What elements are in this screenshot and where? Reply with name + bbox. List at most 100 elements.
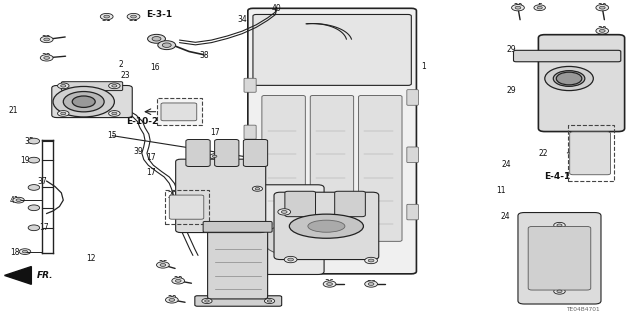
Text: 38: 38 xyxy=(199,51,209,60)
Text: E-3-1: E-3-1 xyxy=(146,11,172,19)
FancyBboxPatch shape xyxy=(570,132,611,175)
Text: 4: 4 xyxy=(541,294,546,303)
FancyBboxPatch shape xyxy=(407,204,419,220)
FancyBboxPatch shape xyxy=(195,296,282,306)
Circle shape xyxy=(28,138,40,144)
FancyBboxPatch shape xyxy=(513,50,621,62)
Circle shape xyxy=(264,299,275,304)
FancyBboxPatch shape xyxy=(244,78,256,92)
Text: 31: 31 xyxy=(102,14,111,23)
Circle shape xyxy=(323,281,336,287)
Circle shape xyxy=(596,28,609,34)
Circle shape xyxy=(537,6,542,9)
Text: 24: 24 xyxy=(500,211,510,220)
Circle shape xyxy=(152,37,161,41)
Text: 17: 17 xyxy=(39,223,49,232)
Ellipse shape xyxy=(289,214,364,238)
Text: 23: 23 xyxy=(120,71,130,80)
FancyBboxPatch shape xyxy=(52,85,132,118)
Text: 19: 19 xyxy=(20,156,30,165)
FancyBboxPatch shape xyxy=(224,185,324,274)
FancyBboxPatch shape xyxy=(61,82,123,91)
Circle shape xyxy=(172,278,184,284)
Text: 21: 21 xyxy=(9,106,18,115)
Circle shape xyxy=(44,56,49,59)
Text: 39: 39 xyxy=(133,147,143,156)
FancyBboxPatch shape xyxy=(253,14,412,85)
Text: 35: 35 xyxy=(253,184,262,193)
Circle shape xyxy=(252,186,262,191)
Circle shape xyxy=(554,288,565,294)
Circle shape xyxy=(282,211,287,213)
Circle shape xyxy=(554,222,565,228)
Text: 36: 36 xyxy=(366,279,376,288)
Bar xyxy=(157,98,202,125)
Text: 32: 32 xyxy=(42,53,51,62)
Circle shape xyxy=(175,279,181,282)
Circle shape xyxy=(44,38,49,41)
Circle shape xyxy=(112,85,117,87)
FancyBboxPatch shape xyxy=(262,95,305,241)
Text: 24: 24 xyxy=(502,160,511,169)
Text: 24: 24 xyxy=(582,242,592,251)
Circle shape xyxy=(534,5,545,11)
Circle shape xyxy=(365,281,378,287)
Text: 2: 2 xyxy=(118,60,123,69)
Text: 30: 30 xyxy=(597,3,607,12)
Text: 32: 32 xyxy=(42,35,51,44)
Text: 20: 20 xyxy=(167,190,177,200)
Text: 29: 29 xyxy=(507,86,516,95)
Text: 31: 31 xyxy=(129,14,138,23)
Text: 22: 22 xyxy=(539,149,548,158)
Text: 41: 41 xyxy=(10,196,20,205)
FancyBboxPatch shape xyxy=(407,147,419,163)
Circle shape xyxy=(557,290,562,293)
Circle shape xyxy=(202,299,212,304)
FancyBboxPatch shape xyxy=(528,226,591,290)
Circle shape xyxy=(557,224,562,226)
Text: 28: 28 xyxy=(173,276,183,285)
Polygon shape xyxy=(4,267,31,284)
Text: 28: 28 xyxy=(167,295,177,304)
Circle shape xyxy=(326,283,332,286)
Circle shape xyxy=(205,300,209,302)
Circle shape xyxy=(109,83,120,89)
Circle shape xyxy=(157,262,170,268)
Circle shape xyxy=(109,111,120,116)
Circle shape xyxy=(28,157,40,163)
Text: 17: 17 xyxy=(210,128,220,137)
Circle shape xyxy=(40,55,53,61)
Text: 33: 33 xyxy=(353,211,363,220)
Circle shape xyxy=(148,34,166,43)
Circle shape xyxy=(53,86,115,117)
Circle shape xyxy=(212,155,217,158)
Circle shape xyxy=(368,283,374,286)
FancyBboxPatch shape xyxy=(248,8,417,274)
FancyBboxPatch shape xyxy=(161,103,196,121)
Circle shape xyxy=(127,13,140,20)
FancyBboxPatch shape xyxy=(335,191,365,217)
Circle shape xyxy=(131,15,136,18)
Text: TE04B4701: TE04B4701 xyxy=(566,307,600,312)
Circle shape xyxy=(288,258,294,261)
Circle shape xyxy=(554,71,585,86)
Text: 25: 25 xyxy=(158,260,168,270)
Text: 15: 15 xyxy=(108,131,117,140)
Circle shape xyxy=(72,96,95,108)
Circle shape xyxy=(63,92,104,112)
Circle shape xyxy=(61,112,66,115)
Circle shape xyxy=(209,154,220,159)
Text: E-10-2: E-10-2 xyxy=(126,117,159,126)
Text: 29: 29 xyxy=(513,3,523,12)
Circle shape xyxy=(16,199,21,201)
Circle shape xyxy=(596,4,609,11)
Text: 3: 3 xyxy=(305,207,310,216)
FancyBboxPatch shape xyxy=(244,219,256,233)
Circle shape xyxy=(368,259,374,262)
Text: 34: 34 xyxy=(237,15,247,24)
Circle shape xyxy=(100,13,113,20)
Circle shape xyxy=(112,112,117,115)
FancyBboxPatch shape xyxy=(244,125,256,139)
Circle shape xyxy=(600,29,605,32)
Text: 6: 6 xyxy=(81,86,86,95)
